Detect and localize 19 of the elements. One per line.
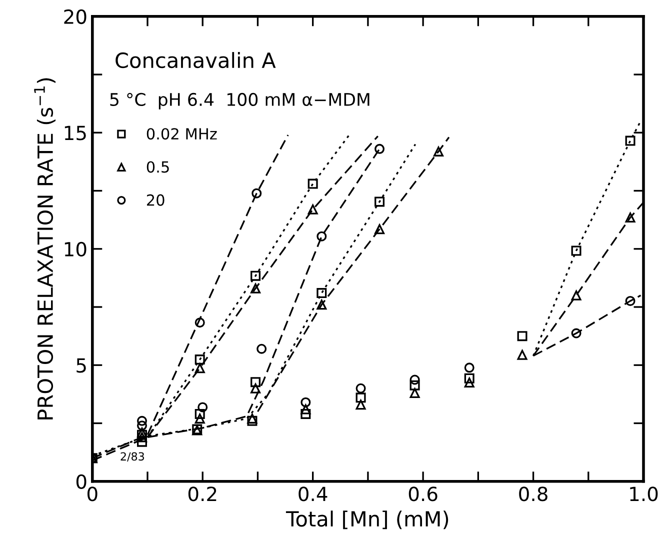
legend-label: 20 — [146, 194, 164, 206]
y-axis-title: PROTON RELAXATION RATE (s$^{−1}$) — [34, 78, 56, 420]
x-tick-label: 0 — [87, 486, 98, 502]
x-axis-title: Total [Mn] (mM) — [286, 510, 448, 530]
x-tick-label: 0.8 — [519, 486, 548, 502]
x-tick-label: 0.6 — [408, 486, 438, 502]
annotation: 5 °C pH 6.4 100 mM α−MDM — [110, 92, 370, 110]
y-tick-label: 10 — [64, 242, 86, 257]
annotation: 2/83 — [120, 452, 144, 462]
x-tick-label: 1.0 — [630, 486, 658, 502]
y-tick-label: 0 — [76, 474, 86, 490]
legend-label: 0.02 MHz — [146, 128, 217, 140]
legend-label: 0.5 — [146, 161, 169, 173]
y-tick-label: 15 — [64, 126, 86, 140]
annotation: Concanavalin A — [116, 52, 276, 68]
x-tick-label: 0.4 — [298, 486, 328, 502]
x-tick-label: 0.2 — [188, 486, 216, 502]
y-tick-label: 5 — [76, 358, 86, 373]
y-tick-label: 20 — [64, 9, 86, 24]
